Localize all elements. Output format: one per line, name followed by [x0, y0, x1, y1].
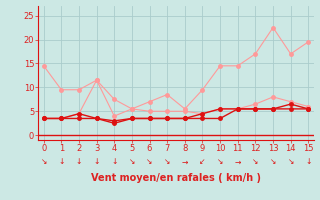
- Text: ↓: ↓: [111, 157, 117, 166]
- Text: ↓: ↓: [58, 157, 65, 166]
- Text: ↘: ↘: [146, 157, 153, 166]
- Text: ↘: ↘: [287, 157, 294, 166]
- Text: ↙: ↙: [199, 157, 206, 166]
- Text: ↘: ↘: [217, 157, 223, 166]
- Text: →: →: [235, 157, 241, 166]
- Text: →: →: [182, 157, 188, 166]
- X-axis label: Vent moyen/en rafales ( km/h ): Vent moyen/en rafales ( km/h ): [91, 173, 261, 183]
- Text: ↘: ↘: [41, 157, 47, 166]
- Text: ↓: ↓: [93, 157, 100, 166]
- Text: ↘: ↘: [164, 157, 170, 166]
- Text: ↘: ↘: [129, 157, 135, 166]
- Text: ↘: ↘: [252, 157, 259, 166]
- Text: ↓: ↓: [305, 157, 311, 166]
- Text: ↓: ↓: [76, 157, 82, 166]
- Text: ↘: ↘: [270, 157, 276, 166]
